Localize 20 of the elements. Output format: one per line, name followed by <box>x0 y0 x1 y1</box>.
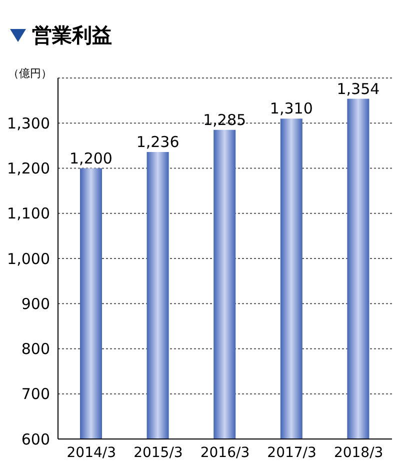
data-label: 1,310 <box>270 100 313 118</box>
y-tick-label: 700 <box>21 385 50 404</box>
x-tick-label: 2014/3 <box>66 444 116 461</box>
data-label: 1,285 <box>203 110 246 129</box>
data-label: 1,236 <box>136 133 180 152</box>
x-tick-label: 2016/3 <box>200 444 250 461</box>
y-tick-label: 1,300 <box>7 114 50 132</box>
y-tick-label: 800 <box>21 340 50 358</box>
y-tick-label: 900 <box>21 294 50 313</box>
chart-title: 営業利益 <box>32 22 112 49</box>
y-axis-title: （億円） <box>8 66 52 81</box>
x-tick-label: 2018/3 <box>334 444 384 461</box>
y-tick-label: 1,100 <box>7 204 50 223</box>
y-tick-label: 600 <box>21 430 50 448</box>
x-tick-label: 2015/3 <box>134 444 183 461</box>
x-tick-label: 2017/3 <box>267 444 316 461</box>
y-tick-label: 1,200 <box>7 160 50 178</box>
data-label: 1,354 <box>336 80 380 98</box>
y-tick-label: 1,000 <box>7 250 50 268</box>
data-label: 1,200 <box>70 149 112 168</box>
